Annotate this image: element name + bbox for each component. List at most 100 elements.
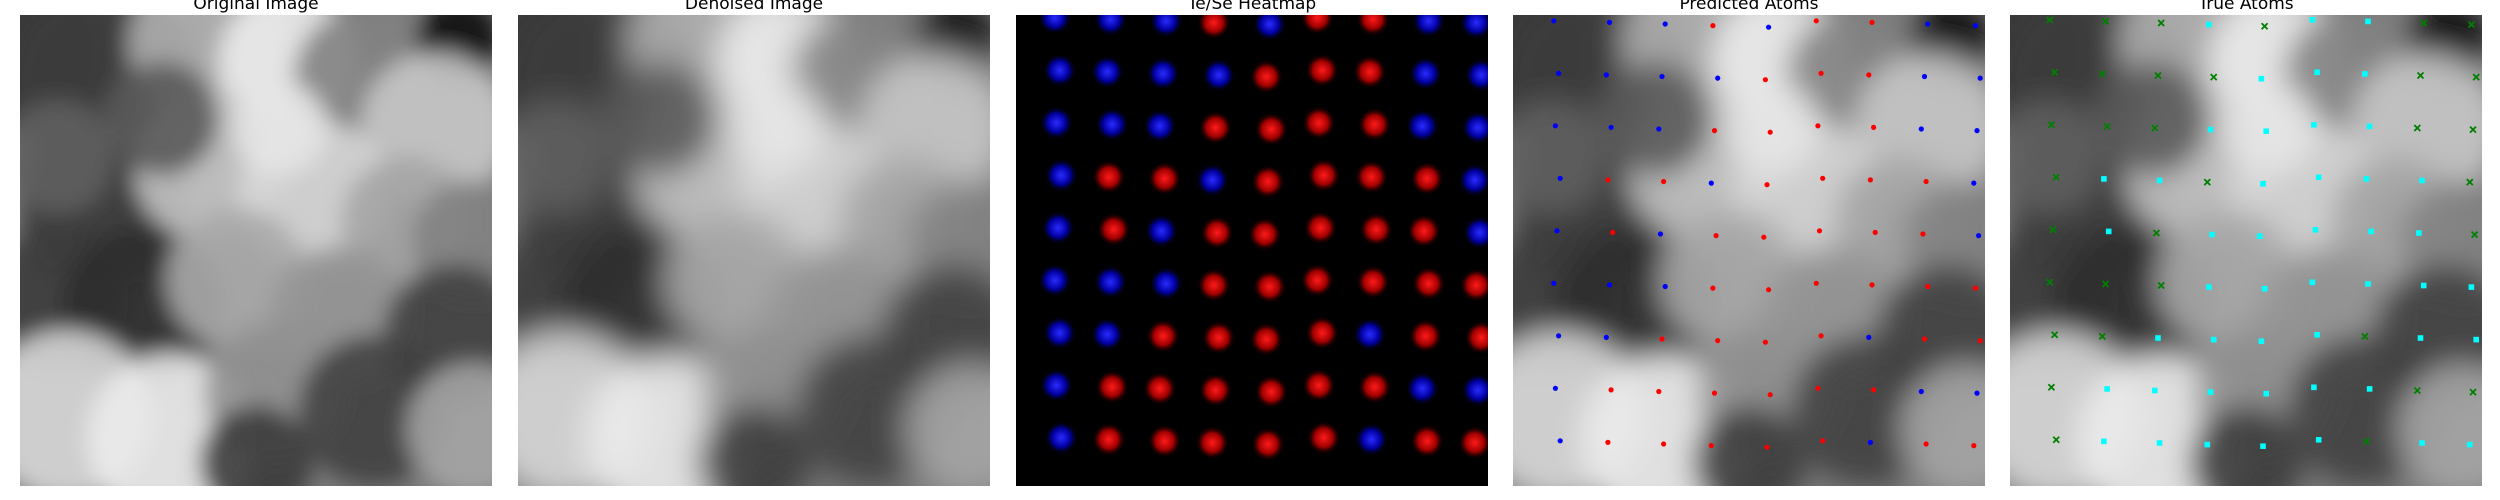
heatmap-te-spot <box>1247 217 1282 252</box>
true-te-atom <box>2261 285 2268 292</box>
predicted-se-atom <box>1608 124 1614 130</box>
heatmap-se-spot <box>1462 215 1488 250</box>
predicted-se-atom <box>1554 228 1560 234</box>
heatmap-se-spot <box>1093 15 1128 37</box>
predicted-te-atom <box>1869 282 1875 288</box>
panel-title: True Atoms <box>2198 0 2294 14</box>
heatmap-te-spot <box>1147 161 1182 196</box>
true-te-atom <box>2206 284 2212 290</box>
heatmap-se-spot <box>1252 15 1287 42</box>
predicted-te-atom <box>1866 72 1872 78</box>
heatmap-se-spot <box>1039 368 1074 403</box>
true-te-atom <box>2309 17 2316 23</box>
true-se-atom <box>2052 173 2060 181</box>
true-te-atom <box>2315 437 2322 443</box>
heatmap-te-spot <box>1352 54 1387 89</box>
true-te-atom <box>2156 440 2163 446</box>
predicted-se-atom <box>1766 24 1772 30</box>
predicted-te-atom <box>1764 444 1770 450</box>
heatmap-se-spot <box>1146 56 1180 91</box>
panel-true-atoms: True Atoms <box>2010 0 2482 500</box>
heatmap-se-spot <box>1459 15 1488 40</box>
true-te-atom <box>2207 126 2214 133</box>
true-te-atom <box>2260 180 2266 187</box>
panel-heatmap: Te/Se Heatmap <box>1016 0 1488 500</box>
true-se-atom <box>2413 386 2421 395</box>
true-te-atom <box>2101 176 2107 182</box>
heatmap-te-spot <box>1251 427 1285 462</box>
true-te-atom <box>2104 386 2110 392</box>
panel-denoised-image: Denoised Image <box>518 0 990 500</box>
heatmap-se-spot <box>1354 422 1389 457</box>
heatmap-te-spot <box>1254 112 1289 147</box>
predicted-te-atom <box>1766 287 1772 293</box>
denoised-image <box>518 15 990 486</box>
true-se-atom <box>2472 73 2480 81</box>
heatmap-te-spot <box>1198 110 1233 145</box>
heatmap-se-spot <box>1042 315 1077 350</box>
heatmap-se-spot <box>1149 266 1184 301</box>
heatmap-se-spot <box>1461 110 1488 145</box>
texture-blob <box>407 363 492 486</box>
true-te-atom <box>2366 123 2373 130</box>
true-te-atom <box>2315 174 2322 181</box>
predicted-se-atom <box>1972 23 1978 29</box>
heatmap-te-spot <box>1301 368 1336 403</box>
predicted-te-atom <box>1711 390 1718 396</box>
panel-original-image: Original Image <box>20 0 492 500</box>
heatmap-te-spot <box>1354 159 1389 194</box>
predicted-se-atom <box>1662 283 1668 290</box>
texture-blob <box>2010 99 2105 213</box>
texture-blob <box>518 99 613 213</box>
true-te-atom <box>2209 231 2215 238</box>
heatmap-te-spot <box>1254 374 1289 409</box>
heatmap-se-spot <box>1037 15 1072 35</box>
predicted-se-atom <box>1921 73 1928 80</box>
heatmap-frame <box>1016 15 1488 486</box>
heatmap-te-spot <box>1410 424 1445 458</box>
heatmap-se-spot <box>1408 56 1443 91</box>
heatmap-te-spot <box>1249 59 1284 94</box>
predicted-te-atom <box>1659 336 1665 342</box>
predicted-te-atom <box>1820 175 1826 181</box>
true-te-atom <box>2263 390 2269 397</box>
predicted-te-atom <box>1715 338 1721 344</box>
texture-blob <box>104 61 219 176</box>
predicted-se-atom <box>1867 439 1873 445</box>
panel-title: Original Image <box>193 0 319 14</box>
heatmap-te-spot <box>1091 159 1126 194</box>
true-se-atom <box>2101 17 2110 26</box>
true-te-atom <box>2156 177 2163 184</box>
true-te-atom <box>2362 71 2368 77</box>
predicted-te-atom <box>1818 70 1824 76</box>
predicted-se-atom <box>1551 18 1557 24</box>
heatmap-te-spot <box>1196 15 1231 40</box>
heatmap-se-spot <box>1041 210 1075 245</box>
predicted-atoms-image <box>1513 15 1985 486</box>
heatmap-se-spot <box>1039 105 1074 140</box>
predicted-te-atom <box>1871 387 1877 393</box>
heatmap-se-spot <box>1090 317 1125 352</box>
true-te-atom <box>2420 282 2427 289</box>
true-te-atom <box>2417 335 2424 341</box>
texture-blob <box>2397 363 2482 486</box>
predicted-se-atom <box>1715 75 1721 81</box>
predicted-te-atom <box>1921 336 1928 342</box>
panel-title: Te/Se Heatmap <box>1187 0 1317 14</box>
predicted-se-atom <box>1557 438 1563 444</box>
true-se-atom <box>2101 280 2110 288</box>
texture-blob <box>1725 80 1820 176</box>
predicted-te-atom <box>1767 129 1773 135</box>
heatmap-te-spot <box>1196 268 1231 303</box>
heatmap-te-spot <box>1301 105 1336 140</box>
heatmap-se-spot <box>1142 109 1177 143</box>
predicted-se-atom <box>1866 334 1872 340</box>
predicted-te-atom <box>1925 283 1931 290</box>
texture-blob <box>1692 405 1806 486</box>
predicted-se-atom <box>1606 19 1613 25</box>
texture-blob <box>232 80 327 176</box>
true-te-atom <box>2365 281 2371 287</box>
predicted-te-atom <box>1920 231 1926 237</box>
heatmap-te-spot <box>1356 15 1390 37</box>
true-se-atom <box>2152 229 2161 237</box>
